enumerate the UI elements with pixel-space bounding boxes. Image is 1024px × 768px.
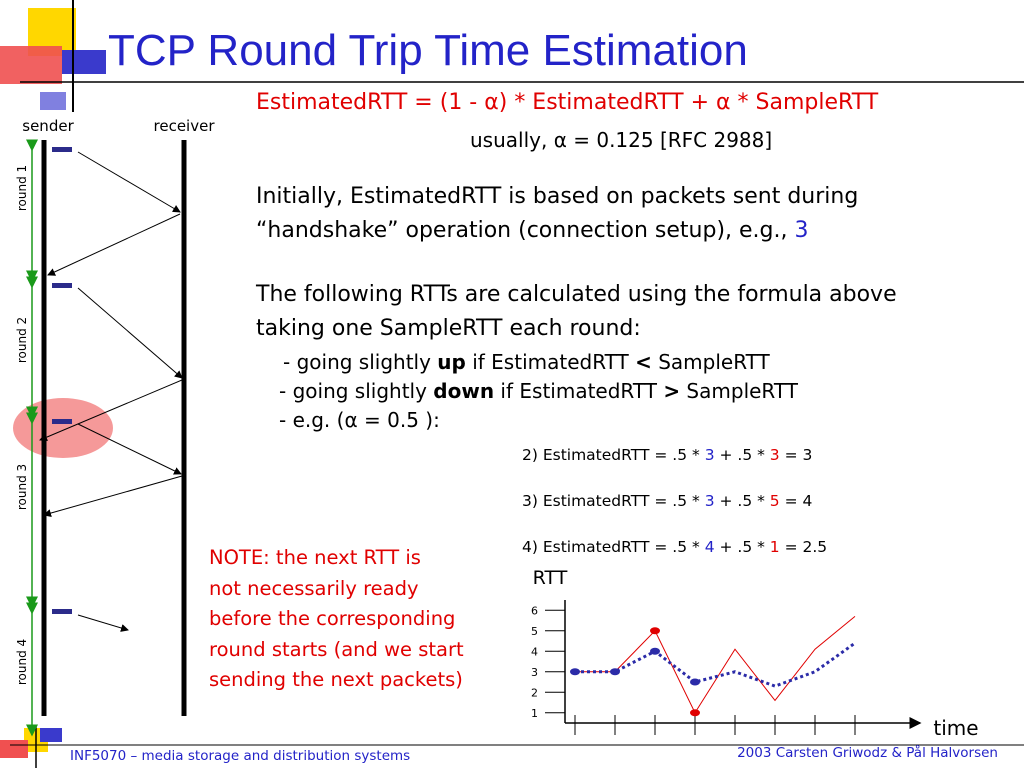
text: < [635, 350, 652, 374]
text: = 3 [779, 446, 813, 464]
y-tick-label: 3 [531, 666, 538, 679]
title: TCP Round Trip Time Estimation [108, 26, 748, 75]
text: 2) EstimatedRTT = .5 * [522, 446, 705, 464]
packets [52, 147, 72, 614]
usually: usually, α = 0.125 [RFC 2988] [470, 128, 773, 152]
footer-right: 2003 Carsten Griwodz & Pål Halvorsen [737, 745, 998, 761]
bullet: - going slightly up if EstimatedRTT < Sa… [283, 348, 798, 377]
point [690, 709, 700, 717]
example-value: 3 [794, 218, 809, 243]
highlight [13, 398, 113, 458]
note-line: sending the next packets) [209, 668, 463, 691]
round-label: round 4 [15, 639, 29, 685]
y-axis-label: RTT [533, 567, 568, 589]
note-line: round starts (and we start [209, 637, 464, 661]
y-tick-label: 2 [531, 686, 538, 699]
messages [39, 151, 183, 632]
text: > [663, 379, 681, 403]
text: - going slightly [279, 379, 434, 403]
text: if EstimatedRTT [465, 350, 636, 374]
text: + .5 * [714, 446, 770, 464]
text: 4 [704, 538, 715, 556]
bullet: - going slightly down if EstimatedRTT > … [279, 377, 798, 406]
text-line: The following RTTs are calculated using … [256, 282, 897, 307]
text-line: “handshake” operation (connection setup)… [256, 214, 858, 248]
series-line [575, 616, 856, 714]
text: = 2.5 [779, 538, 828, 556]
text: down [433, 379, 495, 403]
text: if EstimatedRTT [494, 379, 664, 403]
receiver-label: receiver [154, 117, 216, 135]
text: - going slightly [283, 350, 438, 374]
text: up [437, 350, 466, 374]
note-line: NOTE: the next RTT is [209, 546, 421, 569]
sender-label: sender [22, 117, 74, 135]
decor [62, 50, 106, 74]
point [610, 668, 620, 676]
round-label: round 2 [15, 317, 29, 363]
round-label: round 1 [15, 165, 29, 211]
y-tick-label: 6 [531, 604, 538, 617]
point [690, 678, 700, 686]
text: 3) EstimatedRTT = .5 * [522, 492, 705, 510]
bullets: - going slightly up if EstimatedRTT < Sa… [279, 348, 798, 435]
paragraph: The following RTTs are calculated using … [256, 278, 897, 346]
paragraph: Initially, EstimatedRTT is based on pack… [256, 180, 858, 248]
y-tick-label: 5 [531, 625, 538, 638]
formula: EstimatedRTT = (1 - α) * EstimatedRTT + … [256, 90, 879, 115]
decor [0, 46, 62, 84]
text: 3 [704, 446, 715, 464]
note-line: not necessarily ready [209, 576, 419, 600]
decor [0, 740, 28, 758]
note: NOTE: the next RTT is not necessarily re… [209, 543, 464, 696]
text: 4) EstimatedRTT = .5 * [522, 538, 705, 556]
text: = 4 [779, 492, 813, 510]
footer-left: INF5070 – media storage and distribution… [70, 748, 411, 764]
series-line [575, 641, 856, 688]
examples: 2) EstimatedRTT = .5 * 3 + .5 * 3 = 3 3)… [522, 432, 827, 570]
text: SampleRTT [680, 379, 798, 403]
bullet: - e.g. (α = 0.5 ): [279, 406, 798, 435]
y-tick-label: 1 [531, 707, 538, 720]
example: 3) EstimatedRTT = .5 * 3 + .5 * 5 = 4 [522, 478, 827, 524]
text-line: taking one SampleRTT each round: [256, 316, 641, 341]
point [650, 627, 660, 635]
example: 4) EstimatedRTT = .5 * 4 + .5 * 1 = 2.5 [522, 524, 827, 570]
point [650, 647, 660, 655]
text: 5 [769, 492, 780, 510]
text: + .5 * [714, 492, 770, 510]
point [570, 668, 580, 676]
text: 3 [704, 492, 715, 510]
text: “handshake” operation (connection setup)… [256, 218, 795, 243]
text: 3 [769, 446, 780, 464]
decor [40, 728, 62, 742]
text: + .5 * [714, 538, 770, 556]
round-label: round 3 [15, 464, 29, 510]
example: 2) EstimatedRTT = .5 * 3 + .5 * 3 = 3 [522, 432, 827, 478]
text: 1 [769, 538, 780, 556]
text: SampleRTT [651, 350, 770, 374]
y-tick-label: 4 [531, 645, 538, 658]
note-line: before the corresponding [209, 607, 456, 630]
text: - e.g. (α = 0.5 ): [279, 408, 440, 432]
decor [40, 92, 66, 110]
x-axis-label: time [933, 716, 978, 740]
text-line: Initially, EstimatedRTT is based on pack… [256, 184, 859, 209]
